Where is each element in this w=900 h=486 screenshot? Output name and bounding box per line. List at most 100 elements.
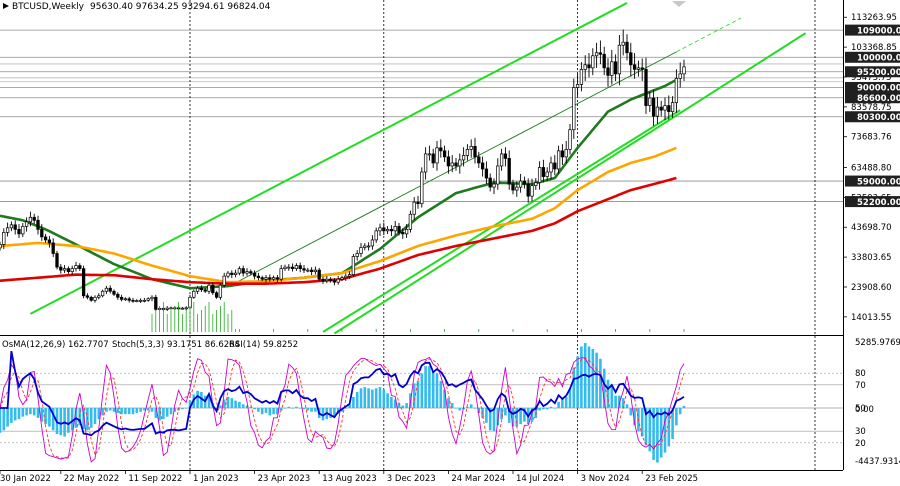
candle[interactable] [572,78,576,139]
candle[interactable] [218,282,223,300]
candle[interactable] [328,277,333,283]
candle[interactable] [537,161,542,190]
candle[interactable] [473,137,477,164]
candle[interactable] [534,178,538,190]
candle[interactable] [442,145,447,162]
candle[interactable] [287,264,291,271]
candle[interactable] [636,60,641,77]
candle[interactable] [169,306,173,310]
candle[interactable] [663,97,667,121]
candle[interactable] [199,285,204,292]
candle[interactable] [195,285,200,294]
candle[interactable] [0,241,2,251]
candle[interactable] [138,298,143,303]
candle[interactable] [625,34,629,61]
candle[interactable] [511,179,515,195]
candle[interactable] [40,224,44,241]
candle[interactable] [24,217,29,232]
candle[interactable] [97,293,101,300]
candle[interactable] [192,289,196,299]
stoch-signal-line[interactable] [0,357,685,459]
candle[interactable] [104,285,109,294]
candle[interactable] [146,297,150,302]
candle[interactable] [560,144,565,165]
candle[interactable] [230,270,234,279]
candle[interactable] [366,242,371,251]
candle[interactable] [108,285,112,294]
candle[interactable] [518,173,523,193]
candle[interactable] [613,54,618,82]
candle[interactable] [461,147,466,167]
candle[interactable] [85,293,90,300]
candle[interactable] [606,58,610,87]
candle[interactable] [556,145,561,174]
candle[interactable] [423,147,428,180]
candle[interactable] [119,294,124,302]
candle[interactable] [78,263,82,271]
candle[interactable] [298,262,302,273]
candle[interactable] [180,306,185,310]
candle[interactable] [526,178,530,203]
candle[interactable] [389,225,394,236]
candle[interactable] [294,263,299,271]
candle[interactable] [116,292,120,300]
candle[interactable] [408,210,413,233]
candle[interactable] [112,289,116,296]
candle[interactable] [591,48,595,76]
candle[interactable] [279,264,283,282]
candle[interactable] [245,268,249,276]
candle[interactable] [32,213,36,224]
candle[interactable] [598,40,603,65]
candle[interactable] [401,228,405,239]
candle[interactable] [252,270,257,280]
candle[interactable] [446,150,451,174]
candle[interactable] [81,265,86,299]
candle[interactable] [515,181,519,197]
candle[interactable] [131,297,135,303]
candle[interactable] [420,167,424,208]
candle[interactable] [465,144,470,161]
candle[interactable] [583,55,587,81]
candle[interactable] [670,96,675,118]
candle[interactable] [271,275,276,282]
candle[interactable] [579,62,584,92]
candle[interactable] [55,250,59,270]
candle[interactable] [43,233,48,243]
candle[interactable] [374,227,378,243]
candle[interactable] [435,140,439,171]
candle[interactable] [355,250,359,261]
candle[interactable] [477,151,481,168]
candle[interactable] [682,59,686,82]
candle[interactable] [21,223,25,238]
candle[interactable] [469,139,473,158]
candle[interactable] [503,147,508,167]
candle[interactable] [233,269,238,278]
candle[interactable] [51,238,55,257]
candle[interactable] [492,178,496,194]
candle[interactable] [89,295,93,302]
candle[interactable] [351,253,356,277]
candle[interactable] [154,294,158,311]
candle[interactable] [480,156,485,177]
candle[interactable] [150,295,154,302]
candle[interactable] [568,124,572,155]
candle[interactable] [62,264,67,274]
candle[interactable] [522,176,527,189]
candle[interactable] [184,306,188,311]
candle[interactable] [260,275,264,282]
candle[interactable] [610,49,614,85]
candle[interactable] [617,35,622,86]
candle[interactable] [602,46,606,76]
candle[interactable] [336,275,340,285]
candle[interactable] [644,57,648,114]
candle[interactable] [363,243,367,251]
candle[interactable] [659,100,663,117]
candle[interactable] [302,264,306,274]
candle[interactable] [484,161,489,184]
candle[interactable] [545,167,549,182]
candle[interactable] [127,296,131,303]
candle[interactable] [458,153,462,174]
candle[interactable] [59,264,63,274]
candle[interactable] [488,173,492,192]
